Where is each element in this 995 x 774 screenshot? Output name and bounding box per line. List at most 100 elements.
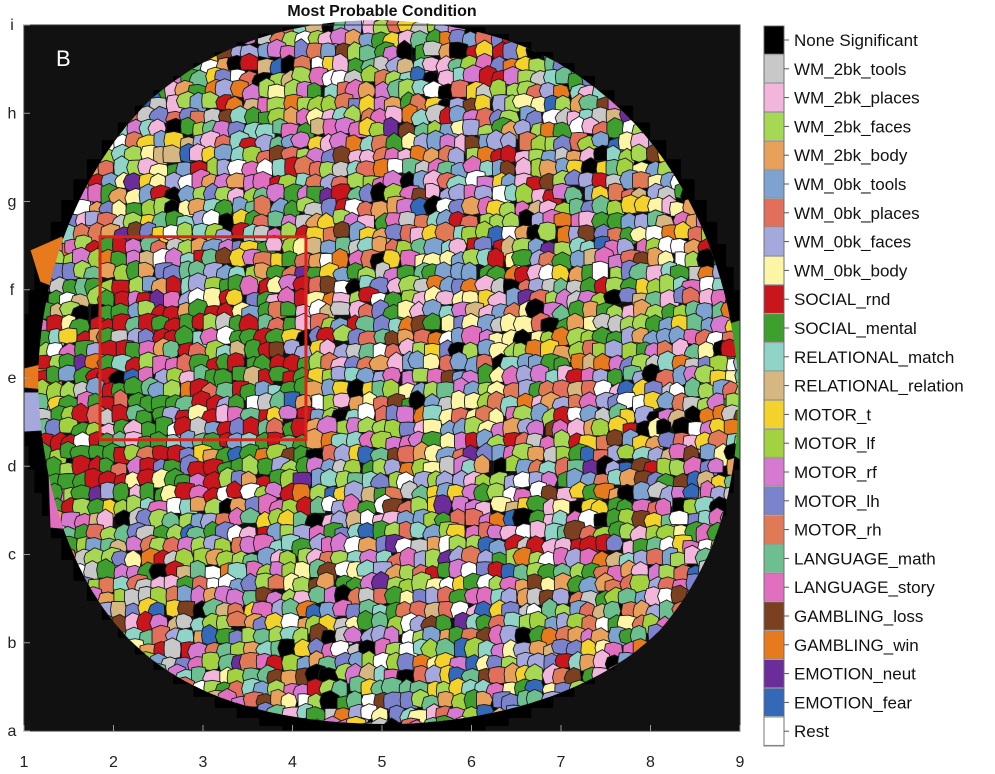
legend-label: SOCIAL_mental	[794, 319, 917, 338]
legend-label: Rest	[794, 722, 829, 741]
legend-swatch	[763, 54, 785, 84]
parcel-cell	[239, 274, 259, 296]
legend-swatch	[763, 198, 785, 228]
legend-item: MOTOR_t	[763, 400, 871, 429]
x-tick-label: 2	[109, 754, 118, 771]
legend-item: RELATIONAL_relation	[763, 371, 964, 400]
x-axis: 1 2 3 4 5 6 7 8 9	[20, 725, 745, 771]
parcel-cell	[738, 597, 739, 616]
parcel-cell	[268, 341, 285, 359]
legend-label: EMOTION_neut	[794, 665, 916, 684]
y-tick-label: i	[10, 17, 14, 34]
parcel-cell	[461, 118, 480, 137]
parcel-cell	[737, 251, 739, 268]
parcel-cell	[707, 457, 724, 474]
parcel-cell	[382, 366, 402, 385]
x-tick-label: 1	[20, 754, 29, 771]
parcel-cell	[527, 445, 545, 462]
legend-item: WM_2bk_body	[763, 140, 908, 170]
parcel-cell	[473, 453, 491, 475]
parcel-cell	[408, 719, 426, 724]
parcel-cell	[58, 327, 78, 345]
legend-swatch	[763, 428, 785, 458]
parcel-cell	[433, 494, 453, 516]
parcel-cell	[473, 482, 493, 503]
legend-item: MOTOR_rh	[763, 515, 882, 544]
legend-label: WM_2bk_places	[794, 89, 920, 108]
parcel-cell	[682, 482, 700, 499]
parcel-cell	[737, 419, 739, 437]
legend-item: WM_0bk_faces	[763, 227, 911, 256]
legend-item: LANGUAGE_math	[763, 544, 936, 573]
parcel-cell	[514, 182, 534, 205]
parcel-cell	[45, 365, 62, 385]
parcel-cell	[740, 707, 758, 727]
parcel-cell	[590, 418, 610, 437]
parcel-cell	[486, 247, 504, 269]
parcel-cell	[514, 523, 532, 540]
y-tick-label: d	[8, 458, 17, 475]
parcel-cell	[213, 143, 233, 161]
parcel-cell	[395, 405, 415, 423]
parcel-cell	[553, 211, 574, 227]
legend-item: LANGUAGE_story	[763, 572, 935, 602]
y-tick-label: e	[8, 370, 17, 387]
parcel-cell	[384, 717, 401, 724]
legend-label: GAMBLING_loss	[794, 607, 923, 626]
legend-label: MOTOR_t	[794, 405, 871, 424]
highlight-box	[98, 235, 308, 442]
parcel-cell	[384, 329, 401, 346]
legend-item: GAMBLING_loss	[763, 601, 923, 631]
parcel-cell	[162, 339, 181, 360]
parcel-cell	[734, 366, 739, 385]
legend-label: MOTOR_rf	[794, 463, 877, 482]
legend-swatch	[763, 688, 785, 717]
parcel-cell	[57, 364, 77, 382]
parcel-cell	[630, 143, 649, 163]
parcel-cell	[201, 651, 221, 671]
legend-item: SOCIAL_rnd	[763, 284, 890, 314]
y-tick-label: b	[8, 635, 17, 652]
x-tick-label: 9	[736, 754, 745, 771]
parcel-cell	[278, 404, 298, 420]
parcel-cell	[175, 613, 194, 630]
legend-item: MOTOR_lh	[763, 486, 880, 516]
legend-colorbar-frame	[763, 25, 785, 747]
legend-label: RELATIONAL_match	[794, 348, 954, 367]
parcel-cell	[332, 266, 352, 283]
legend-swatch	[763, 227, 785, 256]
parcel-cell	[331, 247, 350, 270]
parcel-cell	[740, 472, 758, 491]
parcel-cell	[332, 220, 350, 239]
legend-item: WM_0bk_body	[763, 256, 908, 285]
parcel-cell	[536, 221, 557, 242]
parcel-cell	[605, 428, 623, 447]
parcel-cell	[241, 453, 261, 478]
legend-label: WM_2bk_body	[794, 146, 908, 165]
parcel-cell	[499, 130, 517, 150]
x-tick-label: 7	[557, 754, 566, 771]
legend-label: RELATIONAL_relation	[794, 377, 964, 396]
legend-label: LANGUAGE_math	[794, 549, 936, 568]
legend-item: RELATIONAL_match	[763, 342, 954, 372]
parcel-cell	[307, 585, 328, 604]
legend-swatch	[763, 284, 785, 314]
legend-swatch	[763, 169, 785, 199]
parcel-cell	[740, 162, 756, 179]
x-tick-label: 5	[378, 754, 387, 771]
legend-swatch	[763, 140, 785, 170]
highlight-layer	[98, 235, 308, 442]
legend-swatch	[763, 544, 785, 573]
parcel-cell	[163, 637, 182, 660]
plot-area: B	[23, 20, 758, 732]
x-tick-label: 3	[199, 754, 208, 771]
y-tick-label: a	[8, 723, 17, 740]
legend-label: WM_2bk_faces	[794, 117, 911, 136]
legend-swatch	[763, 25, 785, 55]
legend-label: GAMBLING_win	[794, 636, 919, 655]
legend-label: MOTOR_lf	[794, 434, 875, 453]
legend-item: SOCIAL_mental	[763, 313, 917, 343]
parcel-cell	[228, 247, 248, 268]
y-axis: a b c d e f g h i	[8, 17, 30, 740]
legend-swatch	[763, 486, 785, 516]
